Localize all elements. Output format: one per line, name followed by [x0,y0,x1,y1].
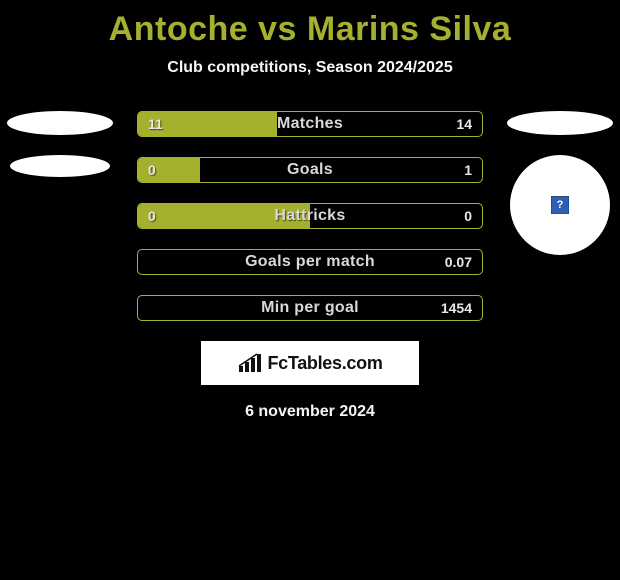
comparison-card: Antoche vs Marins Silva Club competition… [0,0,620,421]
watermark-text: FcTables.com [267,353,382,374]
page-title: Antoche vs Marins Silva [0,0,620,49]
watermark: FcTables.com [201,341,419,385]
stat-value-left: 0 [148,204,156,228]
stat-row: Hattricks0 0 [137,203,483,229]
left-country-flag [7,111,113,135]
stat-row: Goals per match0.07 [137,249,483,275]
comparison-bars: Matches1114Goals01Hattricks00Goals per m… [137,111,483,321]
stat-label: Goals per match [138,250,482,274]
stat-label: Min per goal [138,296,482,320]
watermark-inner: FcTables.com [237,352,382,374]
stat-label: Hattricks [138,204,482,228]
stat-label: Matches [138,112,482,136]
left-player-column [0,111,120,177]
unknown-badge-icon: ? [551,196,569,214]
subtitle: Club competitions, Season 2024/2025 [0,59,620,77]
stats-area: ? Matches1114Goals01Hattricks00Goals per… [0,111,620,321]
right-country-flag [507,111,613,135]
stat-value-left: 11 [148,112,163,136]
stat-value-right: 0.07 [445,250,472,274]
stat-row: Goals0 1 [137,157,483,183]
right-team-logo: ? [510,155,610,255]
stat-value-right: 1454 [441,296,472,320]
stat-value-right: 14 [456,112,472,136]
fctables-logo-icon [237,352,263,374]
stat-label: Goals [138,158,482,182]
stat-value-right: 0 [464,204,472,228]
stat-row: Min per goal1454 [137,295,483,321]
stat-row: Matches11 14 [137,111,483,137]
stat-value-right: 1 [464,158,472,182]
stat-value-left: 0 [148,158,156,182]
date-label: 6 november 2024 [0,403,620,421]
right-player-column: ? [500,111,620,255]
left-team-logo [10,155,110,177]
